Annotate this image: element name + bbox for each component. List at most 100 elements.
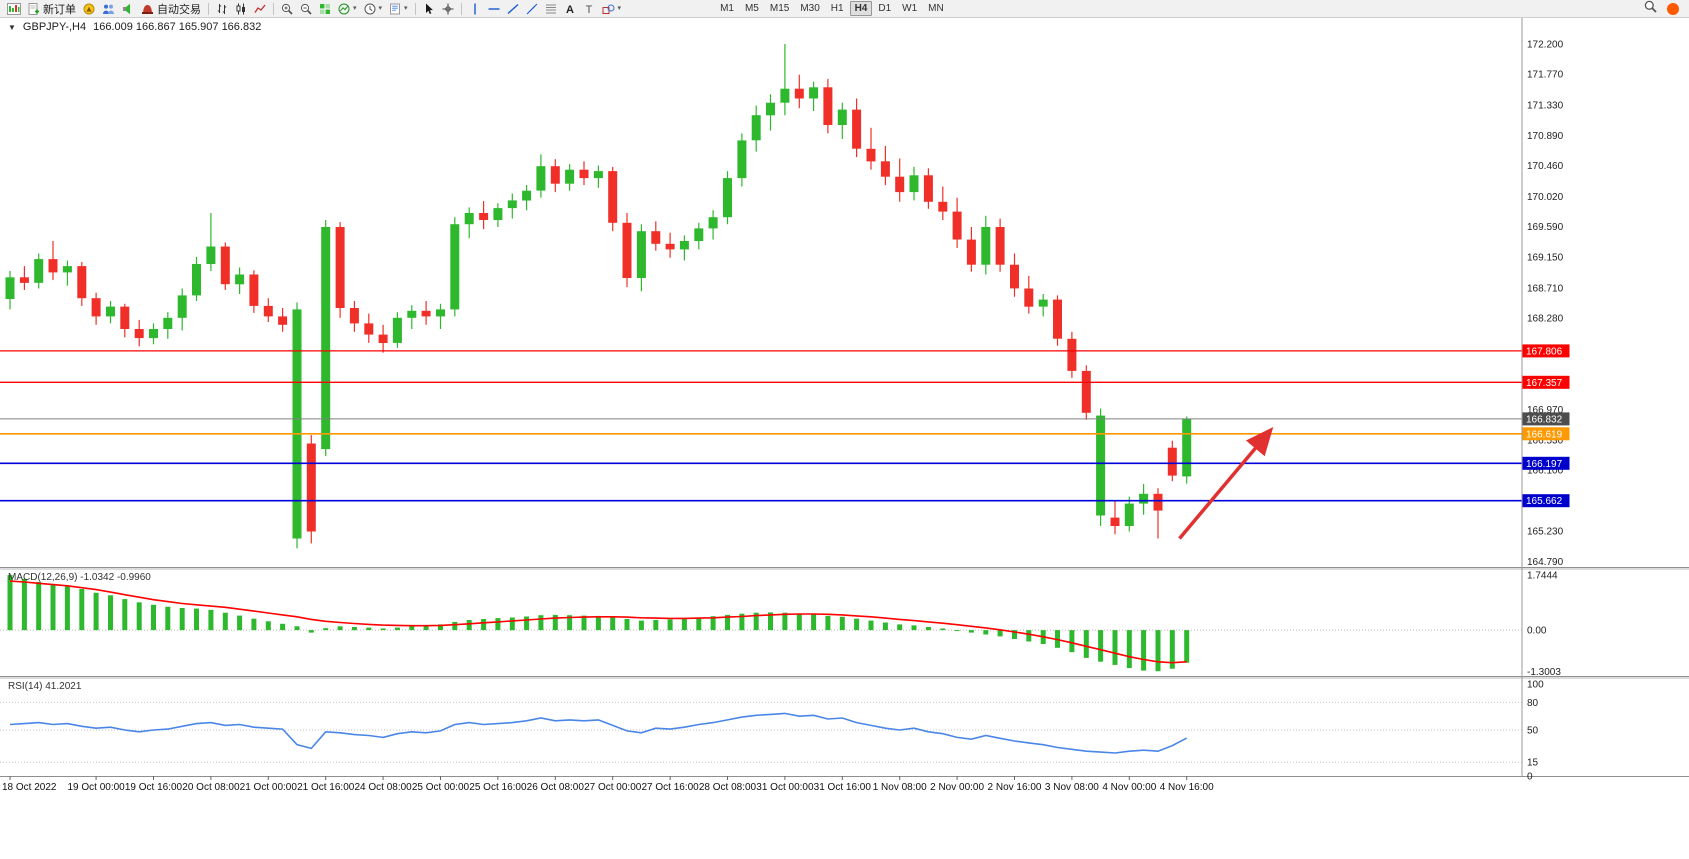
svg-text:168.710: 168.710 <box>1527 283 1564 294</box>
timeframe-d1[interactable]: D1 <box>878 3 892 14</box>
toolbar-right-group <box>1644 0 1685 18</box>
zoom-out-icon <box>300 3 312 15</box>
new-order-label: 新订单 <box>43 3 76 16</box>
chart-canvas[interactable]: 172.200 171.770 171.330 170.890 170.460 170.0… <box>0 18 1689 795</box>
timeframe-mn[interactable]: MN <box>928 3 944 14</box>
navigator-button[interactable] <box>80 1 98 17</box>
auto-trading-icon <box>141 3 154 15</box>
time-tick-label: 21 Oct 00:00 <box>240 782 298 793</box>
zoom-in-button[interactable] <box>278 1 296 17</box>
time-tick-label: 3 Nov 08:00 <box>1045 782 1099 793</box>
charts-profile-button[interactable] <box>4 1 24 17</box>
time-tick-label: 31 Oct 00:00 <box>756 782 814 793</box>
time-tick-label: 25 Oct 00:00 <box>412 782 470 793</box>
fibonacci-button[interactable] <box>542 1 560 17</box>
time-tick-label: 26 Oct 08:00 <box>527 782 585 793</box>
toolbar-separator <box>414 2 416 15</box>
time-tick-label: 1 Nov 08:00 <box>873 782 927 793</box>
svg-text:171.330: 171.330 <box>1527 100 1564 111</box>
vline-icon <box>469 3 481 15</box>
svg-text:167.806: 167.806 <box>1526 346 1563 357</box>
candle-chart-mode-button[interactable] <box>232 1 250 17</box>
equidistant-channel-button[interactable] <box>523 1 541 17</box>
template-icon <box>389 3 401 15</box>
chart-title: ▼ GBPJPY-,H4 166.009 166.867 165.907 166… <box>8 21 261 33</box>
search-icon[interactable] <box>1644 0 1657 18</box>
crosshair-button[interactable] <box>439 1 457 17</box>
svg-text:169.150: 169.150 <box>1527 253 1564 264</box>
svg-text:0: 0 <box>1527 772 1533 783</box>
vertical-line-button[interactable] <box>466 1 484 17</box>
svg-text:172.200: 172.200 <box>1527 40 1564 51</box>
time-tick-label: 31 Oct 16:00 <box>814 782 872 793</box>
hline-icon <box>488 3 500 15</box>
zoom-out-button[interactable] <box>297 1 315 17</box>
candlesticks[interactable] <box>5 44 1192 549</box>
text-t-icon: T <box>583 3 595 15</box>
trend-arrow[interactable] <box>1178 426 1274 540</box>
text-label-button[interactable]: T <box>580 1 598 17</box>
tile-windows-button[interactable] <box>316 1 334 17</box>
line-chart-mode-button[interactable] <box>251 1 269 17</box>
timeframe-m5[interactable]: M5 <box>744 3 759 14</box>
svg-text:167.357: 167.357 <box>1526 378 1563 389</box>
svg-text:166.197: 166.197 <box>1526 459 1563 470</box>
timeframe-m1[interactable]: M1 <box>720 3 734 14</box>
svg-text:165.662: 165.662 <box>1526 496 1563 507</box>
symbol-period-label: GBPJPY-,H4 <box>22 21 87 33</box>
terminal-button[interactable] <box>119 1 137 17</box>
fibo-icon <box>545 3 557 15</box>
timeframe-group: M1 M5 M15 M30 H1 H4 D1 W1 MN <box>715 1 949 16</box>
toolbar: 新订单 自动交易 ▾ ▾ ▾ A T ▾ M1 M5 M15 M30 H1 H4 D1 W1 MN <box>0 0 1689 18</box>
text-button[interactable]: A <box>561 1 579 17</box>
time-tick-label: 2 Nov 00:00 <box>930 782 984 793</box>
toolbar-separator <box>273 2 274 15</box>
timeframe-h1[interactable]: H1 <box>830 3 844 14</box>
time-tick-label: 28 Oct 08:00 <box>699 782 757 793</box>
compass-icon <box>83 3 95 15</box>
toolbar-separator <box>208 2 209 15</box>
text-a-icon: A <box>564 3 576 15</box>
templates-button[interactable]: ▾ <box>386 1 411 17</box>
svg-text:166.100: 166.100 <box>1527 466 1564 477</box>
cursor-button[interactable] <box>420 1 438 17</box>
market-watch-button[interactable] <box>99 1 118 17</box>
macd-histogram <box>7 575 1190 672</box>
cursor-icon <box>423 3 435 15</box>
rsi-line <box>9 712 1188 754</box>
channel-icon <box>526 3 538 15</box>
timeframe-m15[interactable]: M15 <box>769 3 790 14</box>
candles-icon <box>235 3 247 15</box>
indicators-button[interactable]: ▾ <box>335 1 360 17</box>
time-tick-label: 19 Oct 16:00 <box>125 782 183 793</box>
periods-button[interactable]: ▾ <box>361 1 386 17</box>
bars-icon <box>216 3 228 15</box>
auto-trading-button[interactable]: 自动交易 <box>138 1 204 17</box>
timeframe-h4[interactable]: H4 <box>849 1 873 16</box>
notification-dot[interactable] <box>1667 2 1679 15</box>
trendline-button[interactable] <box>504 1 522 17</box>
clock-icon <box>364 3 376 15</box>
svg-text:166.619: 166.619 <box>1526 429 1563 440</box>
svg-text:166.832: 166.832 <box>1526 414 1563 425</box>
svg-text:166.970: 166.970 <box>1527 405 1564 416</box>
svg-text:168.280: 168.280 <box>1527 313 1564 324</box>
svg-text:100: 100 <box>1527 680 1544 691</box>
svg-text:15: 15 <box>1527 758 1539 769</box>
bar-chart-mode-button[interactable] <box>213 1 231 17</box>
new-order-icon <box>28 2 40 15</box>
svg-text:1.7444: 1.7444 <box>1527 570 1558 581</box>
time-axis[interactable]: 18 Oct 2022 19 Oct 00:00 19 Oct 16:00 20 Oc… <box>2 776 1214 793</box>
line-chart-icon <box>254 3 266 15</box>
macd-label: MACD(12,26,9) -1.0342 -0.9960 <box>8 572 151 583</box>
shapes-icon <box>602 3 615 15</box>
panel-splitters[interactable] <box>0 567 1689 777</box>
new-order-button[interactable]: 新订单 <box>25 1 79 17</box>
horizontal-line-button[interactable] <box>485 1 503 17</box>
timeframe-w1[interactable]: W1 <box>902 3 918 14</box>
timeframe-m30[interactable]: M30 <box>800 3 820 14</box>
macd-signal-line <box>9 580 1187 664</box>
arrows-shapes-button[interactable]: ▾ <box>599 1 625 17</box>
time-tick-label: 25 Oct 16:00 <box>469 782 527 793</box>
